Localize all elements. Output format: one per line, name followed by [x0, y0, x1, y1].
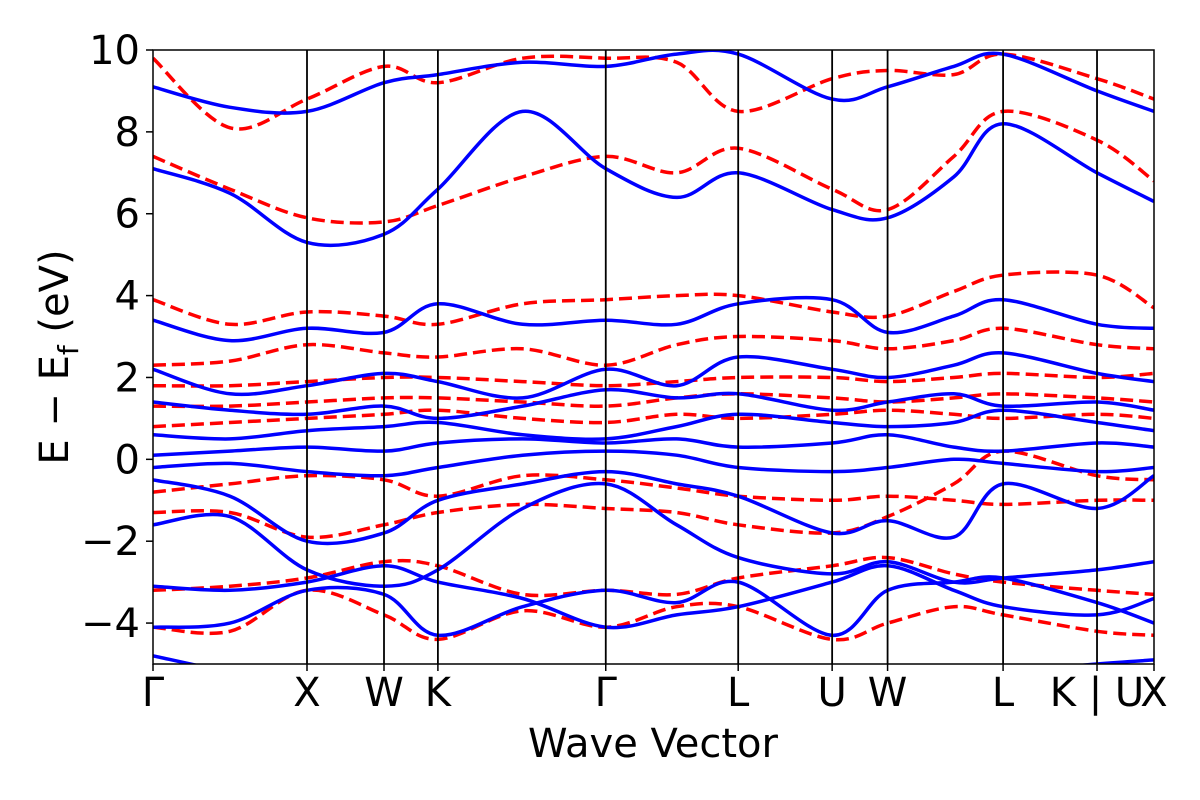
kpoint-divider-lines [306, 50, 1098, 664]
dashed-band-line [153, 270, 1154, 327]
solid-band-line [153, 387, 1154, 421]
y-axis-ticks: 10 8 6 4 2 0 −2 −4 [81, 28, 153, 647]
y-tick-label: 6 [115, 192, 140, 238]
x-tick-label: Γ [595, 670, 618, 716]
y-tick-label: 8 [115, 110, 140, 156]
y-tick-label: 4 [115, 274, 140, 320]
solid-band-line [153, 109, 1154, 248]
x-tick-label: Γ [142, 670, 165, 716]
solid-band-line [153, 449, 1154, 478]
x-tick-label: X [293, 670, 320, 716]
dashed-band-line [153, 326, 1154, 367]
dashed-band-line [153, 52, 1154, 131]
solid-band-line [153, 433, 1154, 457]
solid-band-line [153, 408, 1154, 441]
x-tick-label: U [817, 670, 846, 716]
solid-band-line [153, 575, 1154, 638]
y-tick-label: −2 [81, 519, 140, 565]
x-tick-label: W [868, 670, 908, 716]
solid-band-line [153, 351, 1154, 400]
dashed-band-line [153, 408, 1154, 429]
x-tick-label: X [1140, 670, 1167, 716]
solid-band-line [153, 50, 1154, 115]
x-tick-label: L [992, 670, 1015, 716]
x-tick-label: K [425, 670, 453, 716]
x-tick-label: K | U [1050, 670, 1144, 716]
x-axis-label: Wave Vector [528, 721, 779, 767]
y-tick-label: 10 [89, 28, 140, 74]
dashed-band-line [153, 109, 1154, 225]
y-tick-label: 0 [115, 437, 140, 483]
solid-band-line [153, 295, 1154, 343]
y-tick-label: 2 [115, 355, 140, 401]
x-tick-label: W [364, 670, 404, 716]
solid-band-line [153, 469, 1154, 546]
solid-band-line [153, 481, 1154, 588]
dashed-band-line [153, 473, 1154, 507]
x-tick-label: L [727, 670, 750, 716]
dashed-band-line [153, 449, 1154, 540]
y-axis-label: E − Ef (eV) [32, 249, 85, 464]
dashed-band-line [153, 588, 1154, 642]
y-tick-label: −4 [81, 601, 140, 647]
band-lines [153, 50, 1154, 664]
plot-frame [152, 49, 1155, 665]
